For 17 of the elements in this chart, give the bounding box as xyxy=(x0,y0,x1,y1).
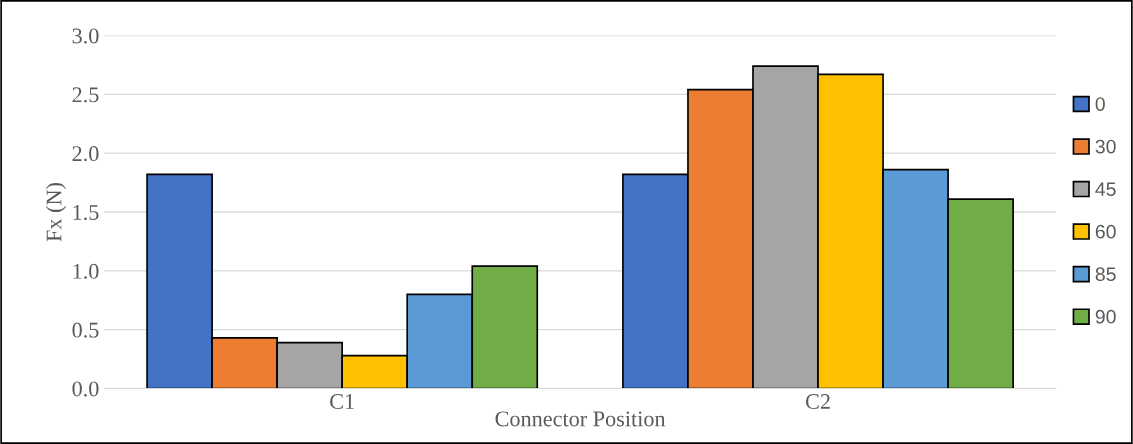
x-tick-label: C2 xyxy=(805,394,830,409)
y-tick-label: 2.5 xyxy=(72,87,99,103)
legend-label: 90 xyxy=(1095,309,1116,324)
y-tick-label: 1.5 xyxy=(73,205,99,221)
legend-label: 45 xyxy=(1095,182,1116,197)
x-tick-label: C1 xyxy=(330,394,354,409)
y-tick-label: 0.0 xyxy=(72,381,99,397)
legend-label: 60 xyxy=(1095,224,1116,239)
y-tick-label: 0.5 xyxy=(72,322,99,338)
legend-label: 30 xyxy=(1095,139,1116,154)
legend-label: 0 xyxy=(1095,97,1105,111)
y-tick-label: 3.0 xyxy=(72,28,99,44)
legend-label: 85 xyxy=(1095,267,1116,282)
y-tick-label: 2.0 xyxy=(72,146,99,162)
y-axis-title: Fx (N) xyxy=(45,183,67,242)
y-tick-label: 1.0 xyxy=(73,263,99,279)
x-axis-title: Connector Position xyxy=(495,411,666,427)
